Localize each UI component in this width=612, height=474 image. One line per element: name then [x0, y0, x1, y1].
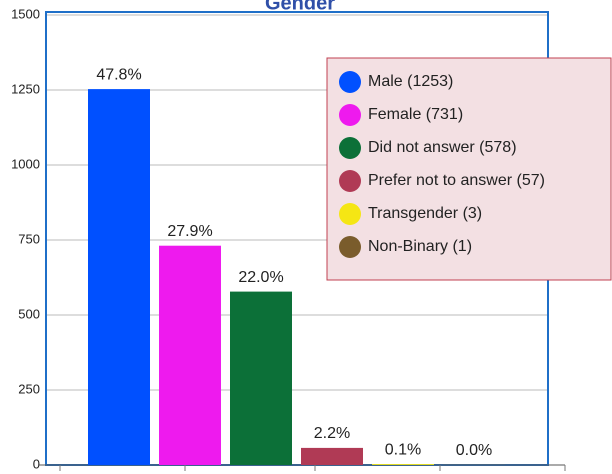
legend-label: Female (731)	[368, 106, 463, 123]
legend-swatch	[339, 137, 361, 159]
legend-box	[326, 57, 612, 281]
bar	[88, 89, 150, 465]
legend-swatch	[339, 236, 361, 258]
value-label: 2.2%	[314, 425, 350, 442]
bar	[230, 291, 292, 465]
legend-swatch	[339, 71, 361, 93]
legend-label: Non-Binary (1)	[368, 238, 472, 255]
y-tick-label: 1250	[11, 81, 40, 96]
legend-label: Prefer not to answer (57)	[368, 172, 545, 189]
y-tick-label: 0	[33, 456, 40, 471]
legend-swatch	[339, 203, 361, 225]
legend-label: Transgender (3)	[368, 205, 482, 222]
bar	[301, 447, 363, 465]
y-tick-label: 1000	[11, 156, 40, 171]
value-label: 47.8%	[96, 66, 141, 83]
chart-title: Gender	[265, 0, 335, 14]
bar	[159, 245, 221, 465]
y-tick-label: 250	[18, 381, 40, 396]
value-label: 22.0%	[238, 269, 283, 286]
legend-label: Did not answer (578)	[368, 139, 517, 156]
value-label: 0.0%	[456, 442, 492, 459]
y-tick-label: 500	[18, 306, 40, 321]
legend-swatch	[339, 170, 361, 192]
y-tick-label: 1500	[11, 6, 40, 21]
value-label: 27.9%	[167, 223, 212, 240]
legend-label: Male (1253)	[368, 73, 453, 90]
y-tick-label: 750	[18, 231, 40, 246]
value-label: 0.1%	[385, 441, 421, 458]
legend-swatch	[339, 104, 361, 126]
bar	[372, 464, 434, 465]
